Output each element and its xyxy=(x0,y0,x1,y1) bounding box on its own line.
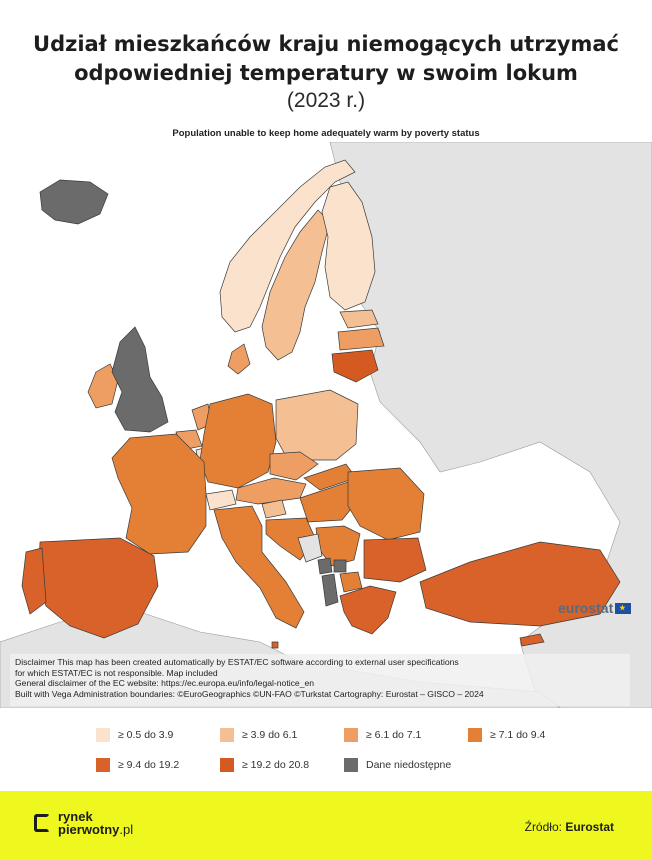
country-me xyxy=(317,557,333,575)
legend-swatch xyxy=(344,758,358,772)
legend-label: ≥ 0.5 do 3.9 xyxy=(118,729,174,741)
legend-label: ≥ 19.2 do 20.8 xyxy=(242,759,310,771)
legend-item: ≥ 6.1 do 7.1 xyxy=(344,728,421,742)
source: Źródło: Eurostat xyxy=(525,820,614,834)
legend-swatch xyxy=(468,728,482,742)
legend-swatch xyxy=(220,728,234,742)
europe-map xyxy=(0,142,652,708)
countries-layer xyxy=(21,159,621,649)
brand-line-2-bold: pierwotny xyxy=(58,822,120,837)
legend-swatch xyxy=(344,728,358,742)
country-ba xyxy=(297,533,323,563)
legend-label: ≥ 9.4 do 19.2 xyxy=(118,759,180,771)
brand-line-2-suffix: .pl xyxy=(119,822,134,837)
brand-logo[interactable]: rynek pierwotny.pl xyxy=(34,810,133,836)
legend-item: ≥ 19.2 do 20.8 xyxy=(220,758,309,772)
country-uk xyxy=(111,326,169,433)
country-pt xyxy=(21,547,47,615)
country-it xyxy=(213,505,305,629)
map-subtitle: Population unable to keep home adequatel… xyxy=(172,128,480,139)
country-bg xyxy=(363,537,427,583)
source-label: Źródło: xyxy=(524,820,562,834)
legend-label: ≥ 6.1 do 7.1 xyxy=(366,729,422,741)
country-dk xyxy=(227,343,251,375)
country-tr xyxy=(419,541,621,627)
disclaimer-line: for which ESTAT/EC is not responsible. M… xyxy=(15,667,218,678)
country-cy xyxy=(519,633,545,647)
eurostat-logo-text: eurostat xyxy=(558,600,614,616)
legend-swatch xyxy=(96,728,110,742)
brand-mark-icon xyxy=(34,814,50,832)
country-ro xyxy=(347,467,425,541)
country-is xyxy=(39,179,109,225)
eurostat-logo: eurostat xyxy=(558,600,632,616)
country-fr xyxy=(111,433,207,555)
footer: rynek pierwotny.pl Źródło: Eurostat xyxy=(0,791,652,860)
disclaimer-line: General disclaimer of the EC website: ht… xyxy=(15,678,315,689)
disclaimer-line: Built with Vega Administration boundarie… xyxy=(15,688,484,699)
title-line-2: odpowiedniej temperatury w swoim lokum xyxy=(74,61,578,85)
eu-flag-icon xyxy=(615,602,632,614)
country-ee xyxy=(339,309,379,329)
country-mt xyxy=(271,641,279,649)
map-disclaimer: Disclaimer This map has been created aut… xyxy=(10,654,630,706)
disclaimer-line: Disclaimer This map has been created aut… xyxy=(15,657,459,667)
title-year: (2023 r.) xyxy=(286,89,366,112)
title-line-1: Udział mieszkańców kraju niemogących utr… xyxy=(33,32,619,56)
legend-item: ≥ 3.9 do 6.1 xyxy=(220,728,297,742)
legend-item: ≥ 0.5 do 3.9 xyxy=(96,728,173,742)
legend-swatch xyxy=(220,758,234,772)
country-de xyxy=(199,393,277,489)
country-si xyxy=(261,499,287,519)
country-xk xyxy=(333,559,347,573)
country-pl xyxy=(275,389,359,461)
country-fi xyxy=(321,181,376,311)
legend-label: Dane niedostępne xyxy=(366,759,452,771)
country-mk xyxy=(339,571,363,593)
title-block: Udział mieszkańców kraju niemogących utr… xyxy=(0,30,652,114)
country-no xyxy=(219,159,356,333)
country-se xyxy=(261,209,331,361)
legend-item: ≥ 9.4 do 19.2 xyxy=(96,758,179,772)
country-gr xyxy=(339,585,397,635)
country-ie xyxy=(87,363,119,409)
map-frame xyxy=(0,142,652,708)
legend: ≥ 0.5 do 3.9 ≥ 3.9 do 6.1 ≥ 6.1 do 7.1 ≥… xyxy=(96,728,616,780)
country-ch xyxy=(205,489,237,511)
legend-swatch xyxy=(96,758,110,772)
country-al xyxy=(321,573,339,607)
legend-item: ≥ 7.1 do 9.4 xyxy=(468,728,545,742)
country-lv xyxy=(337,327,385,351)
source-value: Eurostat xyxy=(565,820,614,834)
brand-line-1: rynek xyxy=(58,809,93,824)
brand-text: rynek pierwotny.pl xyxy=(58,810,133,836)
country-lt xyxy=(331,349,379,383)
legend-label: ≥ 7.1 do 9.4 xyxy=(490,729,546,741)
legend-item: Dane niedostępne xyxy=(344,758,451,772)
legend-label: ≥ 3.9 do 6.1 xyxy=(242,729,298,741)
country-cz xyxy=(269,451,319,481)
